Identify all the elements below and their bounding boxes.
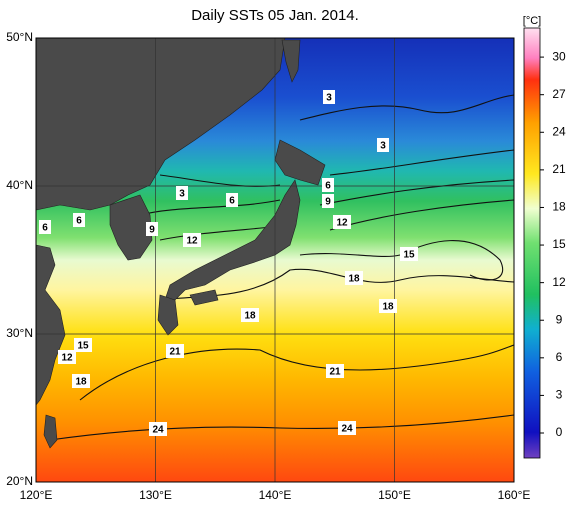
colorbar-tick-label: 9 xyxy=(556,312,563,326)
contour-label: 24 xyxy=(152,425,164,436)
contour-label: 12 xyxy=(186,236,198,247)
latitude-label: 30°N xyxy=(6,326,33,340)
land xyxy=(35,37,326,449)
contour-label: 9 xyxy=(325,197,331,208)
colorbar-tick-label: 27 xyxy=(552,87,566,101)
contour-label-box xyxy=(146,222,158,236)
contour-label: 24 xyxy=(341,424,353,435)
contours xyxy=(49,94,515,441)
colorbar-tick-label: 18 xyxy=(552,200,566,214)
contour-label: 18 xyxy=(75,377,87,388)
contour-label: 15 xyxy=(403,250,415,261)
contour-label: 3 xyxy=(380,141,386,152)
contour-label: 18 xyxy=(382,302,394,313)
contour-label: 21 xyxy=(169,347,181,358)
colorbar-tick-label: 6 xyxy=(556,350,563,364)
contour-label-box xyxy=(73,213,85,227)
latitude-label: 40°N xyxy=(6,178,33,192)
contour-label-box xyxy=(39,220,51,234)
graticule xyxy=(36,38,514,482)
colorbar-tick-label: 21 xyxy=(552,162,566,176)
contour-label-box xyxy=(149,422,167,436)
longitude-label: 120°E xyxy=(20,488,53,502)
map-title: Daily SSTs 05 Jan. 2014. xyxy=(191,7,359,24)
longitude-label: 160°E xyxy=(498,488,531,502)
latitude-label: 50°N xyxy=(6,30,33,44)
contour-label: 3 xyxy=(179,189,185,200)
contour-label: 6 xyxy=(325,181,331,192)
longitude-label: 140°E xyxy=(259,488,292,502)
contour-label: 9 xyxy=(149,225,155,236)
colorbar xyxy=(523,27,541,459)
contour-label: 18 xyxy=(348,274,360,285)
contour-label-box xyxy=(322,194,334,208)
longitude-label: 150°E xyxy=(378,488,411,502)
colorbar-tick-label: 12 xyxy=(552,275,566,289)
contour-label: 6 xyxy=(229,196,235,207)
contour-label-box xyxy=(241,308,259,322)
contour-label-box xyxy=(377,138,389,152)
colorbar-tick-label: 0 xyxy=(556,425,563,439)
contour-label-box xyxy=(326,364,344,378)
colorbar-tick-label: 3 xyxy=(556,388,563,402)
contour-label-box xyxy=(58,350,76,364)
colorbar-tick-label: 30 xyxy=(552,49,566,63)
contour-label: 12 xyxy=(336,218,348,229)
colorbar-unit: [°C] xyxy=(523,15,541,27)
contour-label-box xyxy=(338,421,356,435)
contour-label: 12 xyxy=(61,353,73,364)
latitude-label: 20°N xyxy=(6,474,33,488)
contour-label-box xyxy=(72,374,90,388)
contour-label-box xyxy=(176,186,188,200)
contour-label-box xyxy=(323,90,335,104)
contour-label-box xyxy=(226,193,238,207)
contour-label: 15 xyxy=(77,341,89,352)
contour-label-box xyxy=(345,271,363,285)
contour-label-box xyxy=(166,344,184,358)
colorbar-tick-label: 24 xyxy=(552,124,566,138)
longitude-label: 130°E xyxy=(139,488,172,502)
contour-label-box xyxy=(379,299,397,313)
contour-label: 18 xyxy=(244,311,256,322)
contour-label-box xyxy=(400,247,418,261)
contour-label-box xyxy=(333,215,351,229)
contour-label: 21 xyxy=(329,367,341,378)
contour-label: 3 xyxy=(326,93,332,104)
map-frame xyxy=(35,37,515,483)
contour-label: 6 xyxy=(76,216,82,227)
colorbar-tick-label: 15 xyxy=(552,237,566,251)
contour-label-box xyxy=(183,233,201,247)
contour-label-box xyxy=(322,178,334,192)
contour-label: 6 xyxy=(42,223,48,234)
contour-label-box xyxy=(74,338,92,352)
